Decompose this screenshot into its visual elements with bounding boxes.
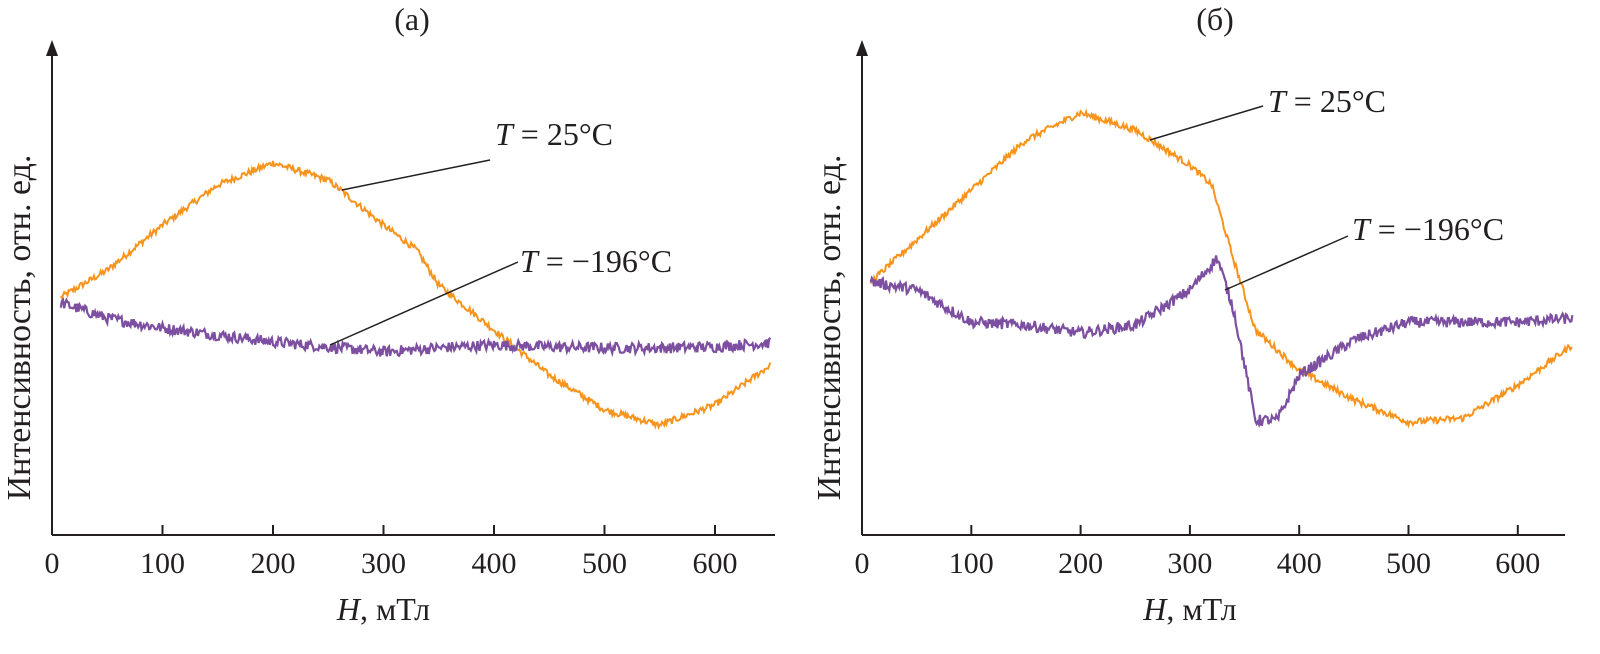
y-axis-label: Интенсивность, отн. ед. bbox=[811, 155, 848, 501]
annotation-text: = 25°C bbox=[513, 116, 613, 152]
panel-title: (б) bbox=[1196, 1, 1234, 37]
panel-a: (а) 0 100 200 300 400 500 600 H, мТл Интенсивност… bbox=[1, 1, 775, 627]
series-line-25C bbox=[59, 160, 772, 431]
x-tick-label: 100 bbox=[140, 547, 185, 580]
annotation-leader-line bbox=[329, 261, 519, 346]
x-tick-label: 500 bbox=[1386, 547, 1431, 580]
annotation-leader-line bbox=[1224, 235, 1349, 291]
annotation-var: T bbox=[1352, 211, 1372, 247]
x-axis-label-var: H bbox=[336, 591, 362, 627]
x-axis-label: H, мТл bbox=[1142, 591, 1236, 627]
x-tick-label: 600 bbox=[1495, 547, 1540, 580]
x-tick-label: 100 bbox=[949, 547, 994, 580]
x-tick-label: 300 bbox=[1167, 547, 1212, 580]
annotation-leader-line bbox=[341, 159, 491, 191]
series-line-25C bbox=[869, 108, 1573, 429]
panel-title: (а) bbox=[394, 1, 430, 37]
x-axis-label-var: H bbox=[1142, 591, 1168, 627]
annotation-var: T bbox=[520, 243, 540, 279]
annotation-text: = −196°C bbox=[1370, 211, 1504, 247]
series-annotation: T = 25°C bbox=[1268, 83, 1386, 119]
x-tick-label: 0 bbox=[45, 547, 60, 580]
x-tick-label: 300 bbox=[361, 547, 406, 580]
annotation-text: = −196°C bbox=[538, 243, 672, 279]
annotation-var: T bbox=[495, 116, 515, 152]
x-axis-label: H, мТл bbox=[336, 591, 430, 627]
y-axis-arrow bbox=[46, 40, 58, 56]
series-annotation: T = 25°C bbox=[495, 116, 613, 152]
series-annotation: T = −196°C bbox=[1352, 211, 1504, 247]
x-tick-label: 400 bbox=[1277, 547, 1322, 580]
x-axis-label-unit: , мТл bbox=[360, 591, 430, 627]
x-tick-label: 500 bbox=[582, 547, 627, 580]
x-tick-label: 200 bbox=[251, 547, 296, 580]
annotation-text: = 25°C bbox=[1286, 83, 1386, 119]
annotation-leader-line bbox=[1149, 105, 1264, 141]
x-tick-label: 0 bbox=[855, 547, 870, 580]
series-annotation: T = −196°C bbox=[520, 243, 672, 279]
x-axis-label-unit: , мТл bbox=[1166, 591, 1236, 627]
x-tick-label: 200 bbox=[1058, 547, 1103, 580]
x-tick-label: 400 bbox=[472, 547, 517, 580]
panel-b: (б) 0 100 200 300 400 500 600 H, мТл Интенсивност… bbox=[811, 1, 1574, 627]
series-line-minus196C bbox=[59, 296, 772, 358]
annotation-var: T bbox=[1268, 83, 1288, 119]
y-axis-arrow bbox=[856, 40, 868, 56]
y-axis-label: Интенсивность, отн. ед. bbox=[1, 155, 38, 501]
series-line-minus196C bbox=[869, 255, 1574, 429]
x-tick-label: 600 bbox=[693, 547, 738, 580]
